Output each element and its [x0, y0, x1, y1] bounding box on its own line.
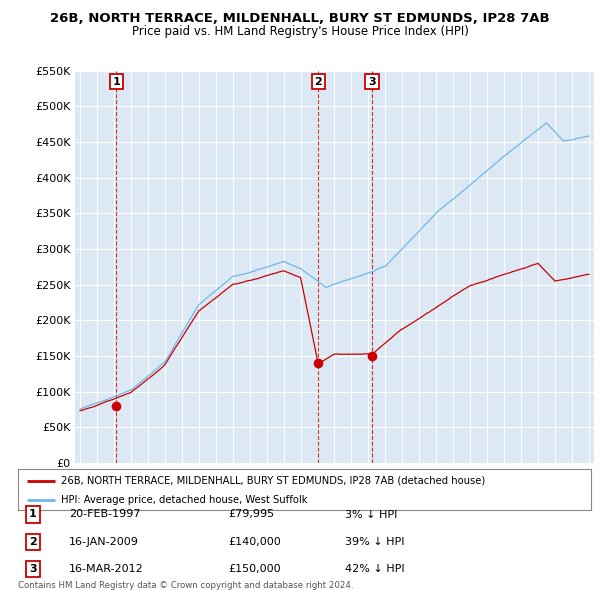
Text: 20-FEB-1997: 20-FEB-1997: [69, 510, 140, 519]
Text: 2: 2: [29, 537, 37, 546]
Text: 16-JAN-2009: 16-JAN-2009: [69, 537, 139, 546]
Text: 1: 1: [112, 77, 120, 87]
Text: Contains HM Land Registry data © Crown copyright and database right 2024.: Contains HM Land Registry data © Crown c…: [18, 581, 353, 590]
Text: 16-MAR-2012: 16-MAR-2012: [69, 564, 144, 573]
Text: 42% ↓ HPI: 42% ↓ HPI: [345, 564, 404, 573]
Text: 3: 3: [29, 564, 37, 573]
Text: 3% ↓ HPI: 3% ↓ HPI: [345, 510, 397, 519]
Text: £79,995: £79,995: [228, 510, 274, 519]
Text: 26B, NORTH TERRACE, MILDENHALL, BURY ST EDMUNDS, IP28 7AB (detached house): 26B, NORTH TERRACE, MILDENHALL, BURY ST …: [61, 476, 485, 486]
Text: 2: 2: [314, 77, 322, 87]
Text: 1: 1: [29, 510, 37, 519]
Text: 39% ↓ HPI: 39% ↓ HPI: [345, 537, 404, 546]
Text: 3: 3: [368, 77, 376, 87]
Text: 26B, NORTH TERRACE, MILDENHALL, BURY ST EDMUNDS, IP28 7AB: 26B, NORTH TERRACE, MILDENHALL, BURY ST …: [50, 12, 550, 25]
Text: £140,000: £140,000: [228, 537, 281, 546]
Text: £150,000: £150,000: [228, 564, 281, 573]
Text: HPI: Average price, detached house, West Suffolk: HPI: Average price, detached house, West…: [61, 496, 307, 506]
Text: Price paid vs. HM Land Registry's House Price Index (HPI): Price paid vs. HM Land Registry's House …: [131, 25, 469, 38]
